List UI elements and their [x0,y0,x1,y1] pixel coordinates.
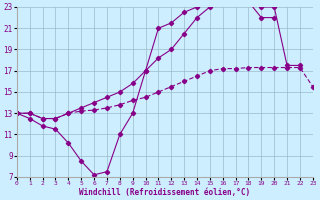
X-axis label: Windchill (Refroidissement éolien,°C): Windchill (Refroidissement éolien,°C) [79,188,250,197]
